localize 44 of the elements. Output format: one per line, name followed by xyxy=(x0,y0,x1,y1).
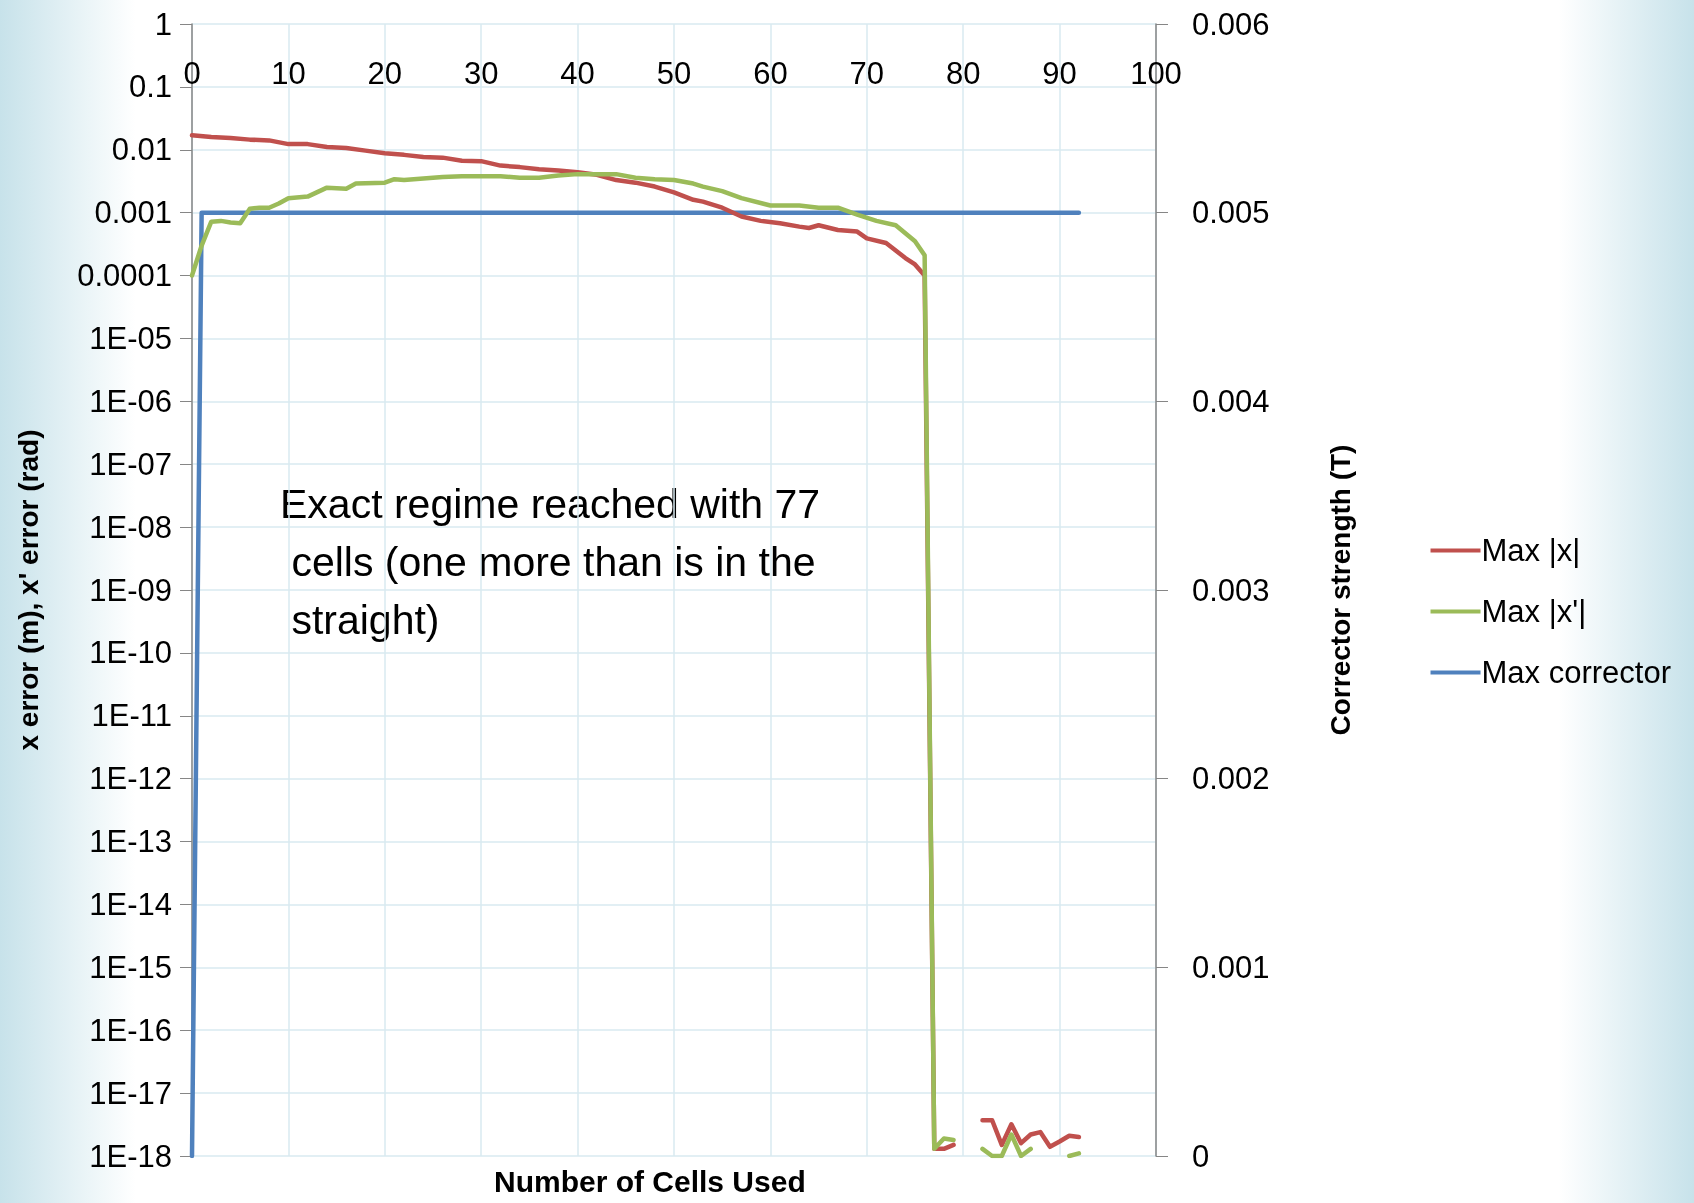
y-tick-label: 1E-14 xyxy=(89,886,172,922)
y-tick-label: 1E-06 xyxy=(89,383,172,419)
y2-tick-label: 0.005 xyxy=(1192,195,1270,231)
y-tick-label: 1E-18 xyxy=(89,1138,172,1174)
y2-tick-label: 0.003 xyxy=(1192,572,1270,608)
y-tick-label: 1E-13 xyxy=(89,824,172,860)
legend-label: Max |x| xyxy=(1481,533,1581,568)
x-tick-label: 80 xyxy=(945,56,981,91)
x-tick-label: 60 xyxy=(753,56,788,91)
x-tick-label: 20 xyxy=(367,56,403,91)
y2-tick-label: 0.006 xyxy=(1192,6,1270,42)
y-tick-label: 1E-07 xyxy=(89,446,172,482)
legend-label: Max corrector xyxy=(1481,655,1671,690)
y-tick-label: 1E-17 xyxy=(89,1075,172,1111)
annotation: Exact regime reached with 77 cells (one more than is in the straight) xyxy=(280,481,821,643)
x-tick-label: 90 xyxy=(1042,56,1077,91)
y2-tick-label: 0.001 xyxy=(1192,949,1270,985)
y-tick-label: 1 xyxy=(154,6,172,42)
y-tick-label: 0.0001 xyxy=(77,258,172,294)
y-tick-label: 1E-09 xyxy=(89,572,172,608)
y-tick-label: 1E-15 xyxy=(89,949,172,985)
x-tick-label: 40 xyxy=(560,56,595,91)
legend-label: Max |x'| xyxy=(1481,594,1587,629)
y-tick-label: 1E-10 xyxy=(89,635,172,671)
y2-tick-label: 0.004 xyxy=(1192,383,1270,419)
y-tick-label: 1E-05 xyxy=(89,320,172,356)
y2-tick-label: 0.002 xyxy=(1192,761,1270,797)
x-tick-label: 0 xyxy=(183,56,201,91)
y-tick-label: 1E-11 xyxy=(91,698,172,734)
x-tick-label: 100 xyxy=(1130,56,1182,91)
y2-tick-label: 0 xyxy=(1192,1138,1210,1174)
y-tick-label: 1E-16 xyxy=(89,1012,172,1048)
y-tick-label: 0.001 xyxy=(94,195,172,231)
y-axis-title: x error (m), x' error (rad) xyxy=(12,429,44,751)
y-tick-label: 0.1 xyxy=(128,69,172,105)
y-tick-label: 0.01 xyxy=(111,132,172,168)
y-tick-label: 1E-08 xyxy=(89,509,172,545)
x-tick-label: 70 xyxy=(849,56,885,91)
x-tick-label: 30 xyxy=(463,56,499,91)
y-tick-label: 1E-12 xyxy=(89,761,172,797)
y2-axis-title: Corrector strength (T) xyxy=(1324,444,1356,736)
x-tick-label: 10 xyxy=(271,56,306,91)
x-tick-label: 50 xyxy=(656,56,692,91)
x-axis-title: Number of Cells Used xyxy=(494,1164,806,1198)
